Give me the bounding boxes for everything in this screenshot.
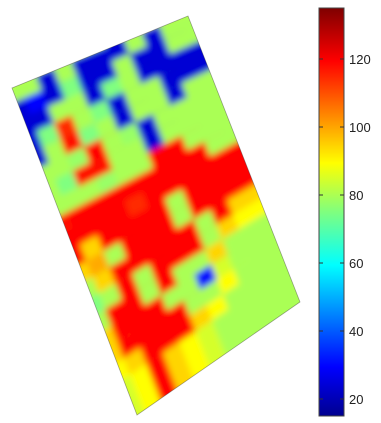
colorbar-tick-label: 40 [349, 324, 363, 339]
colorbar-gradient [318, 7, 345, 417]
heatmap-cell [261, 264, 300, 338]
colorbar-tick-label: 100 [349, 120, 371, 135]
heatmap-field [12, 16, 300, 415]
colorbar-tick-label: 20 [349, 392, 363, 407]
field-outline [11, 15, 301, 416]
heatmap-cells [12, 16, 300, 415]
colorbar-tick-label: 60 [349, 256, 363, 271]
colorbar-tick-label: 80 [349, 188, 363, 203]
colorbar: 20 40 60 80 100 120 [318, 7, 371, 417]
colorbar-tick-label: 120 [349, 52, 371, 67]
colorbar-ticks: 20 40 60 80 100 120 [319, 52, 371, 407]
